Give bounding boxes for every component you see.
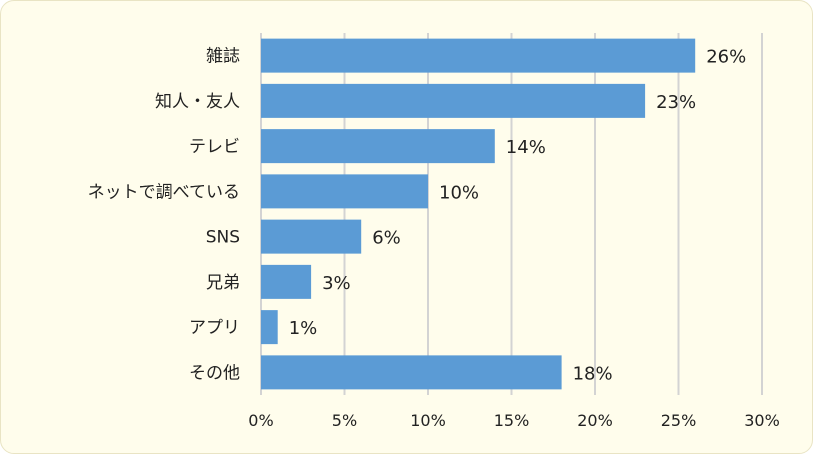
bar <box>261 83 646 118</box>
bar <box>261 219 362 254</box>
category-label: アプリ <box>189 318 240 338</box>
category-label: 兄弟 <box>206 273 240 293</box>
category-label: 雑誌 <box>206 47 240 67</box>
value-label: 23% <box>656 92 696 113</box>
bar <box>261 264 312 299</box>
value-label: 18% <box>573 363 613 384</box>
x-tick-label: 10% <box>410 411 446 430</box>
bar <box>261 38 696 73</box>
category-label: ネットで調べている <box>88 182 240 202</box>
x-tick-label: 30% <box>744 411 780 430</box>
value-label: 26% <box>706 47 746 68</box>
category-label: 知人・友人 <box>155 92 240 112</box>
value-label: 14% <box>506 137 546 158</box>
value-labels: 26% 23% 14% 10% 6% 3% 1% 18% <box>289 47 747 385</box>
value-label: 1% <box>289 318 318 339</box>
bar <box>261 355 562 390</box>
x-tick-label: 0% <box>248 411 273 430</box>
x-tick-label: 5% <box>332 411 357 430</box>
category-label: テレビ <box>189 137 240 157</box>
bar <box>261 310 278 345</box>
value-label: 3% <box>322 273 351 294</box>
value-label: 6% <box>372 228 401 249</box>
category-label: SNS <box>206 228 240 248</box>
x-axis-tick-labels: 0% 5% 10% 15% 20% 25% 30% <box>248 411 779 430</box>
bar <box>261 174 428 209</box>
x-tick-label: 20% <box>577 411 613 430</box>
bar <box>261 129 495 164</box>
bars <box>261 38 696 390</box>
x-tick-label: 15% <box>494 411 530 430</box>
value-label: 10% <box>439 182 479 203</box>
x-tick-label: 25% <box>661 411 697 430</box>
category-label: その他 <box>189 363 240 383</box>
